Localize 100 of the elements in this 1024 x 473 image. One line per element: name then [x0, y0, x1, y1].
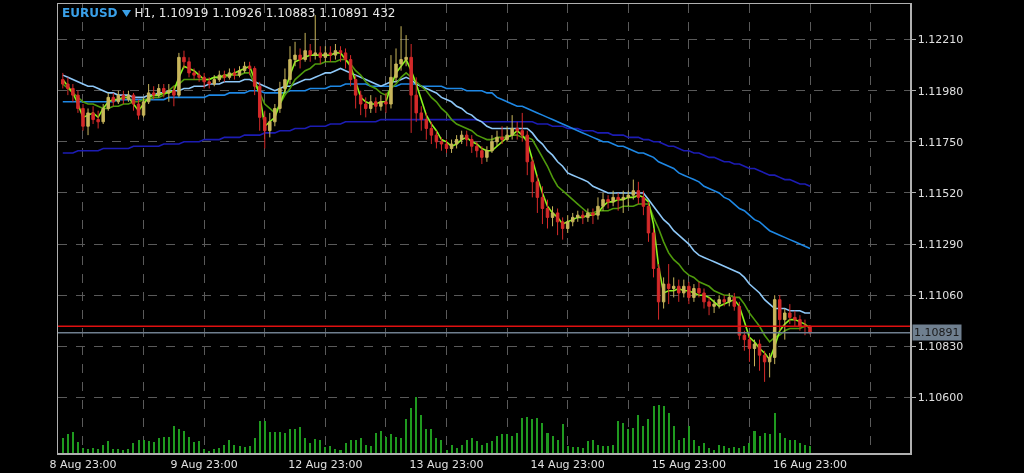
- bar: [395, 436, 398, 453]
- bar: [738, 447, 741, 453]
- bar: [677, 439, 680, 453]
- candlestick: [111, 92, 116, 107]
- ref-line-label: 1.10891: [914, 326, 960, 339]
- bar: [728, 447, 731, 453]
- candlestick: [308, 43, 312, 63]
- bar: [193, 442, 196, 453]
- candlestick: [722, 294, 726, 307]
- bar: [430, 429, 433, 453]
- bar: [758, 436, 761, 453]
- bar: [288, 429, 292, 453]
- candlestick: [778, 294, 782, 332]
- bar: [763, 432, 766, 453]
- candlestick: [500, 125, 504, 145]
- bar: [379, 431, 382, 453]
- bar: [132, 443, 135, 453]
- candlestick: [151, 85, 156, 101]
- bar: [253, 437, 256, 453]
- candlestick: [222, 70, 227, 83]
- candlestick: [762, 350, 767, 383]
- bar: [188, 436, 191, 453]
- bar: [511, 436, 514, 453]
- bar: [556, 439, 559, 453]
- candlestick: [671, 276, 676, 298]
- bar: [495, 436, 499, 453]
- candlestick: [677, 279, 681, 303]
- bar: [475, 441, 478, 453]
- bar: [122, 450, 125, 453]
- bar: [632, 427, 635, 453]
- bar: [723, 446, 726, 453]
- bar: [703, 442, 706, 453]
- bar: [647, 419, 650, 453]
- chart-title: EURUSD: [62, 6, 118, 20]
- bar: [112, 449, 115, 453]
- bar: [470, 437, 473, 453]
- bar: [642, 426, 645, 453]
- bar: [258, 421, 261, 453]
- bar: [602, 445, 605, 453]
- bar: [177, 428, 180, 453]
- bar: [622, 422, 625, 453]
- candlestick: [369, 94, 373, 114]
- bar: [450, 444, 453, 453]
- candlestick: [555, 208, 560, 236]
- bar: [61, 437, 64, 453]
- bar: [596, 444, 599, 453]
- bar: [692, 439, 695, 453]
- candlestick: [656, 263, 661, 321]
- bar: [329, 446, 332, 453]
- bar: [435, 437, 438, 453]
- candlestick: [687, 281, 691, 305]
- candlestick: [646, 201, 651, 243]
- candlestick: [379, 94, 383, 112]
- candlestick: [651, 228, 656, 278]
- bar: [152, 442, 155, 453]
- bar: [299, 427, 302, 453]
- bar: [687, 426, 690, 453]
- candlestick: [757, 339, 762, 372]
- candlestick: [338, 45, 343, 63]
- bar: [107, 441, 110, 453]
- bar: [425, 429, 428, 453]
- candlestick: [298, 47, 302, 69]
- y-tick-label: 1.11750: [917, 135, 964, 149]
- bar: [733, 446, 736, 453]
- x-tick-label: 14 Aug 23:00: [530, 457, 605, 471]
- candlestick: [591, 208, 595, 225]
- bar: [273, 432, 276, 453]
- candlestick: [747, 334, 752, 363]
- bar: [263, 421, 266, 453]
- bar: [238, 446, 241, 453]
- bar: [561, 424, 564, 453]
- candlestick: [666, 263, 671, 305]
- line-series: [62, 83, 811, 250]
- candlestick: [636, 181, 641, 205]
- candlestick: [545, 199, 550, 229]
- candlestick: [803, 319, 807, 336]
- bar: [71, 432, 74, 453]
- candlestick: [116, 90, 121, 105]
- candlestick: [232, 67, 237, 81]
- candlestick: [328, 45, 333, 63]
- bar: [167, 437, 170, 453]
- candlestick: [167, 83, 171, 103]
- candlestick: [162, 83, 166, 98]
- bar: [314, 438, 317, 453]
- candlestick: [323, 45, 328, 63]
- y-tick-label: 1.11060: [917, 289, 964, 303]
- bar: [521, 417, 524, 453]
- bar: [708, 447, 711, 453]
- bar: [778, 432, 781, 453]
- bar: [783, 437, 786, 453]
- bar: [617, 421, 620, 453]
- bar: [384, 436, 387, 453]
- x-tick-label: 15 Aug 23:00: [651, 457, 726, 471]
- bar: [294, 429, 297, 453]
- bar: [369, 446, 372, 453]
- candlestick: [783, 308, 787, 341]
- bar: [773, 413, 776, 453]
- bar: [157, 438, 160, 453]
- bar: [768, 434, 771, 453]
- y-tick-label: 1.11290: [917, 237, 964, 251]
